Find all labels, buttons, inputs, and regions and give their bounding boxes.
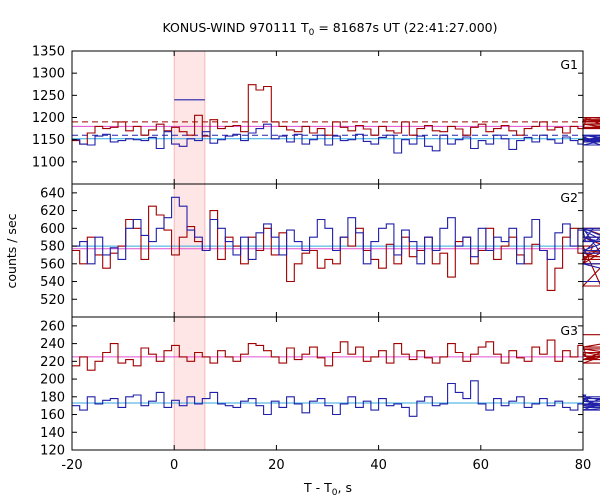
y-tick-label: 260 — [40, 319, 65, 334]
y-tick-label: 580 — [40, 240, 65, 255]
panel-frame — [71, 316, 584, 451]
series-blue-1 — [72, 123, 600, 154]
y-tick-label: 200 — [40, 373, 65, 388]
x-tick-label: 40 — [370, 458, 387, 473]
y-tick-label: 220 — [40, 355, 65, 370]
y-tick-label: 1200 — [32, 111, 65, 126]
x-tick-label: -20 — [61, 458, 82, 473]
chart-title: KONUS-WIND 970111 T0 = 81687s UT (22:41:… — [162, 20, 497, 38]
panel-label: G1 — [560, 57, 578, 72]
highlight-band — [174, 51, 205, 184]
series-red-0 — [72, 84, 600, 145]
y-tick-label: 520 — [40, 293, 65, 308]
y-tick-label: 1350 — [32, 45, 65, 60]
highlight-band — [174, 317, 205, 450]
panel-g2: 520 540 560 580 600 620 640 G2 — [40, 183, 600, 318]
y-tick-label: 120 — [40, 444, 65, 459]
y-tick-label: 1300 — [32, 67, 65, 82]
y-axis-label: counts / sec — [4, 213, 19, 288]
y-tick-label: 180 — [40, 390, 65, 405]
panel-label: G2 — [560, 190, 578, 205]
x-tick-label: 80 — [575, 458, 592, 473]
x-tick-label: 0 — [170, 458, 178, 473]
y-tick-label: 160 — [40, 408, 65, 423]
y-tick-label: 540 — [40, 275, 65, 290]
series-red-0 — [72, 334, 600, 371]
y-tick-label: 640 — [40, 186, 65, 201]
panel-g3: 120 140 160 180 200 220 240 260 G3 — [40, 316, 600, 459]
y-tick-label: 240 — [40, 337, 65, 352]
y-tick-label: 1100 — [32, 155, 65, 170]
series-blue-1 — [72, 380, 600, 417]
series-blue-1 — [72, 196, 600, 283]
panel-frame — [71, 50, 584, 185]
y-tick-label: 1150 — [32, 133, 65, 148]
series-red-0 — [72, 205, 600, 291]
y-tick-label: 600 — [40, 222, 65, 237]
x-tick-label: 60 — [473, 458, 490, 473]
panel-label: G3 — [560, 323, 578, 338]
x-tick-label: 20 — [268, 458, 285, 473]
x-axis-label: T - T0, s — [303, 480, 352, 498]
plot-panels: 110011501200125013001350G152054056058060… — [32, 45, 600, 473]
y-tick-label: 140 — [40, 426, 65, 441]
y-tick-label: 1250 — [32, 89, 65, 104]
panel-g1: 1100 1150 1200 1250 1300 1350 G1 — [32, 45, 600, 185]
y-tick-label: 560 — [40, 257, 65, 272]
y-tick-label: 620 — [40, 204, 65, 219]
